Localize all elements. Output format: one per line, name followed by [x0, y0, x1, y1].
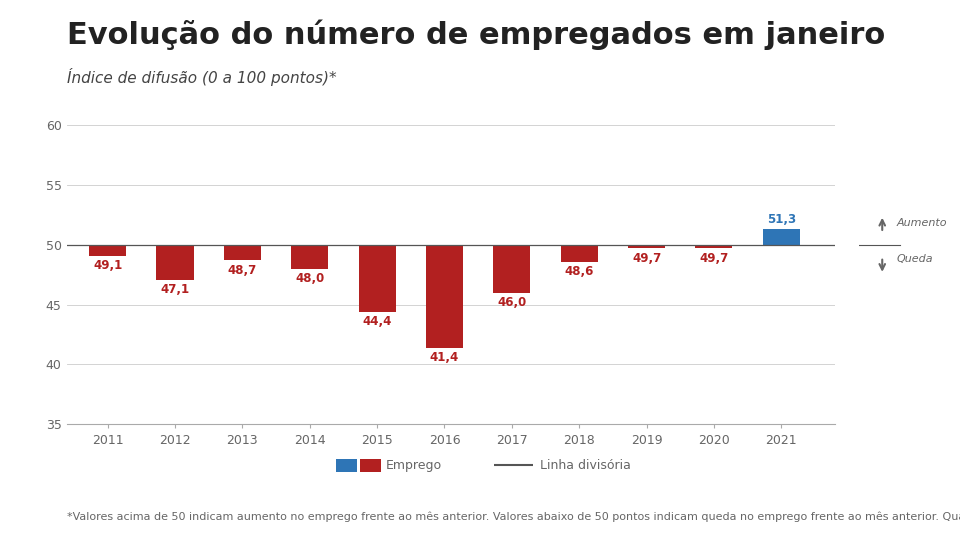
- Text: 48,7: 48,7: [228, 264, 257, 277]
- Bar: [561, 245, 598, 262]
- Bar: [359, 245, 396, 312]
- Text: 48,0: 48,0: [295, 273, 324, 285]
- Text: Linha divisória: Linha divisória: [540, 459, 631, 472]
- Bar: [291, 245, 328, 269]
- Text: 51,3: 51,3: [767, 213, 796, 226]
- Text: *Valores acima de 50 indicam aumento no emprego frente ao mês anterior. Valores : *Valores acima de 50 indicam aumento no …: [67, 511, 960, 522]
- Bar: [156, 245, 194, 280]
- Bar: [493, 245, 530, 293]
- Text: Aumento: Aumento: [897, 218, 948, 228]
- Text: 47,1: 47,1: [160, 283, 189, 296]
- Bar: [224, 245, 261, 261]
- Text: Evolução do número de empregados em janeiro: Evolução do número de empregados em jane…: [67, 19, 885, 50]
- Text: Queda: Queda: [897, 254, 933, 264]
- Text: 49,7: 49,7: [632, 252, 661, 265]
- Bar: [763, 229, 800, 245]
- Text: 41,4: 41,4: [430, 351, 459, 364]
- Text: 46,0: 46,0: [497, 296, 526, 309]
- Text: Emprego: Emprego: [386, 459, 442, 472]
- Text: Índice de difusão (0 a 100 pontos)*: Índice de difusão (0 a 100 pontos)*: [67, 68, 337, 86]
- Bar: [426, 245, 463, 348]
- Bar: [695, 245, 732, 249]
- Text: 44,4: 44,4: [363, 316, 392, 329]
- Text: 49,1: 49,1: [93, 259, 122, 272]
- Bar: [89, 245, 126, 256]
- Text: 48,6: 48,6: [564, 265, 594, 278]
- Text: 49,7: 49,7: [699, 252, 729, 265]
- Bar: [628, 245, 665, 249]
